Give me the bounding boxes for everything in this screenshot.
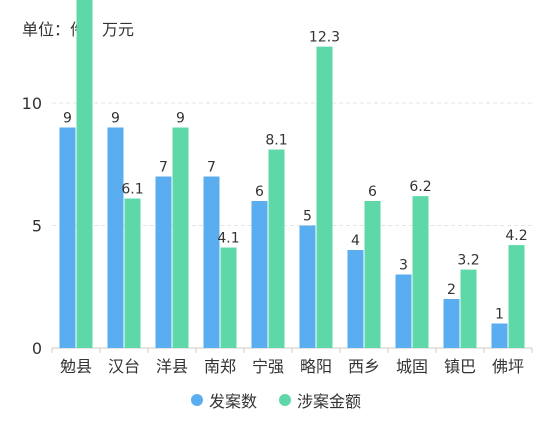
bar-cases <box>299 225 316 348</box>
legend-dot-icon <box>279 394 291 406</box>
x-tick-label: 南郑 <box>204 357 236 376</box>
legend-dot-icon <box>190 394 203 406</box>
data-label: 3.2 <box>457 253 479 269</box>
bar-cases <box>491 323 508 348</box>
data-label: 9 <box>176 111 185 127</box>
data-label: 8.1 <box>265 133 287 149</box>
data-label: 2 <box>447 282 456 298</box>
x-tick-label: 洋县 <box>156 357 188 376</box>
bar-cases <box>251 201 268 348</box>
bar-cases <box>443 299 460 348</box>
data-label: 9 <box>63 111 72 127</box>
data-label: 6.1 <box>121 182 143 198</box>
data-label: 1 <box>495 307 504 323</box>
bar-amount <box>220 247 237 348</box>
bar-amount <box>172 127 189 348</box>
data-label: 6 <box>255 184 264 200</box>
data-label: 7 <box>159 160 168 176</box>
bar-amount <box>460 269 477 348</box>
bar-amount <box>364 201 381 348</box>
bar-cases <box>395 274 412 348</box>
x-tick-label: 佛坪 <box>492 357 524 376</box>
y-tick-label: 0 <box>32 339 42 358</box>
bar-amount <box>268 149 285 348</box>
bar-amount <box>124 198 141 348</box>
x-tick-label: 宁强 <box>252 357 284 376</box>
data-label: 4 <box>351 233 360 249</box>
legend-item[interactable]: 涉案金额 <box>279 388 361 412</box>
legend: 发案数 涉案金额 <box>0 388 552 412</box>
data-label: 7 <box>207 160 216 176</box>
bar-cases <box>203 176 220 348</box>
bar-cases <box>347 250 364 348</box>
x-tick-label: 略阳 <box>300 357 332 376</box>
x-tick-label: 西乡 <box>348 357 380 376</box>
bar-amount <box>316 46 333 349</box>
bar-amount <box>508 245 525 348</box>
data-label: 3 <box>399 258 408 274</box>
data-label: 9 <box>111 111 120 127</box>
data-label: 12.3 <box>309 30 340 46</box>
bar-amount <box>412 196 429 348</box>
x-tick-label: 汉台 <box>108 357 140 376</box>
x-tick-label: 镇巴 <box>444 357 476 376</box>
bar-cases <box>59 127 76 348</box>
data-label: 5 <box>303 209 312 225</box>
legend-label: 发案数 <box>208 392 257 411</box>
bar-amount <box>76 0 93 348</box>
legend-item[interactable]: 发案数 <box>190 388 257 412</box>
data-label: 6 <box>368 184 377 200</box>
data-label: 4.1 <box>217 231 239 247</box>
data-label: 4.2 <box>505 228 527 244</box>
x-tick-label: 城固 <box>396 357 428 376</box>
bar-cases <box>107 127 124 348</box>
y-tick-label: 10 <box>22 94 42 113</box>
y-tick-label: 5 <box>32 217 42 236</box>
bar-cases <box>155 176 172 348</box>
legend-label: 涉案金额 <box>297 392 362 411</box>
data-label: 6.2 <box>409 179 431 195</box>
x-tick-label: 勉县 <box>60 357 92 376</box>
